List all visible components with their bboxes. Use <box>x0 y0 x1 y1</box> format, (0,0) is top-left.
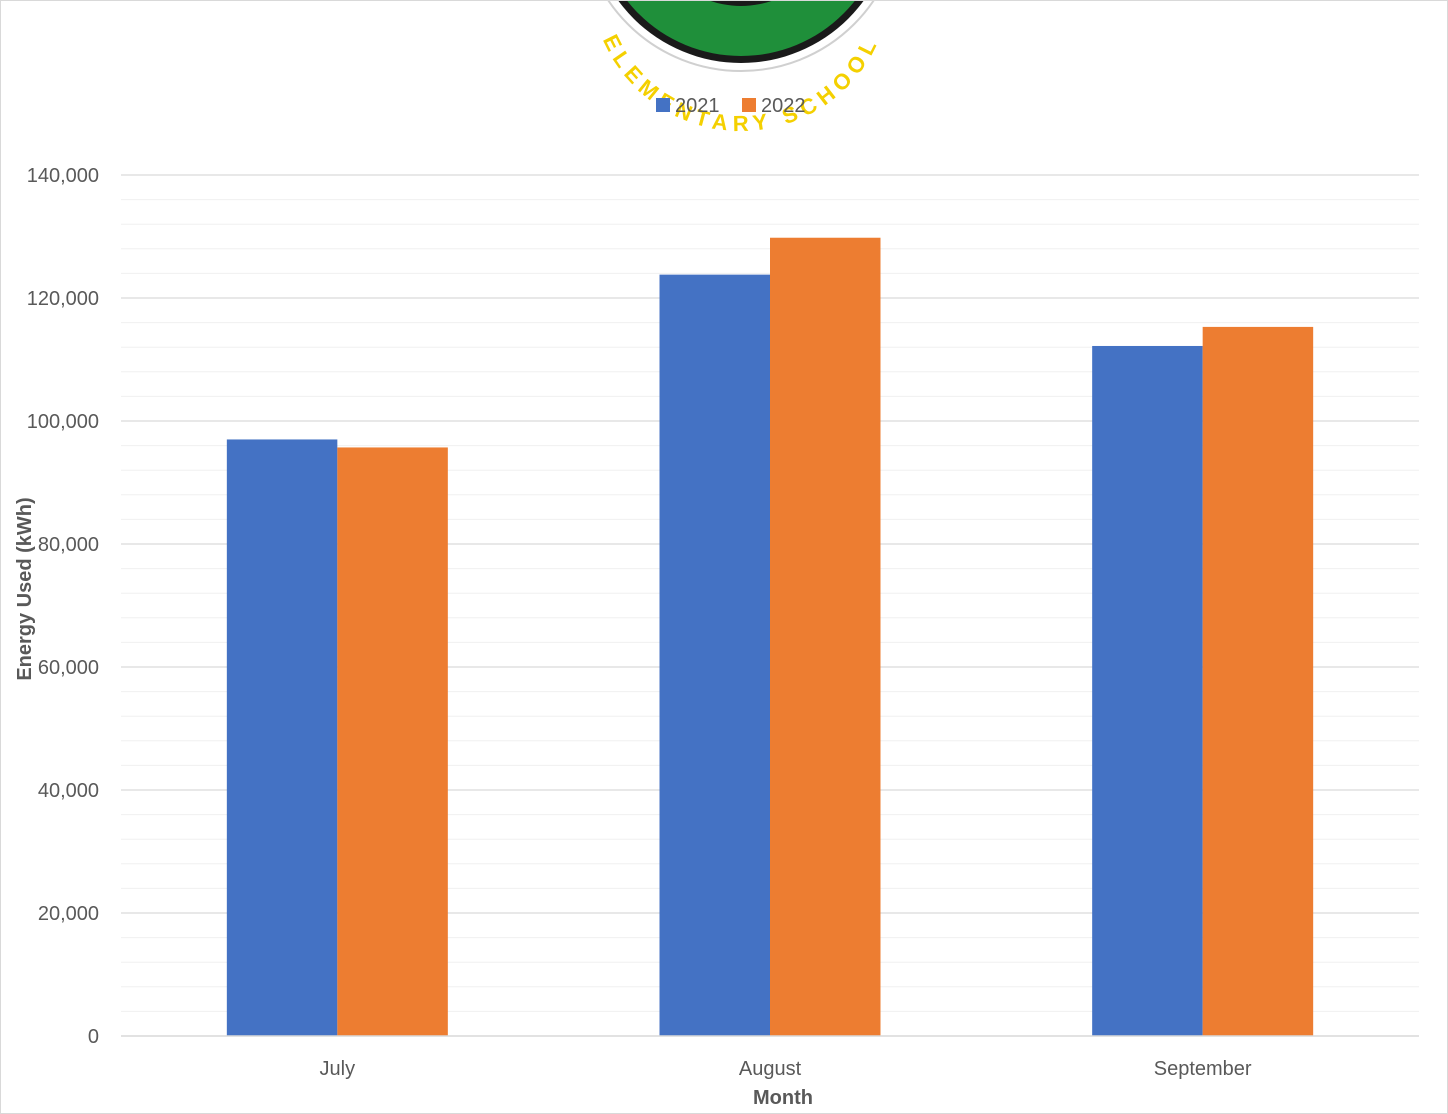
y-tick-label: 140,000 <box>27 165 99 187</box>
y-tick-label: 20,000 <box>38 903 99 925</box>
bar-2021-september <box>1092 345 1203 1037</box>
seal-inner-ring <box>710 1 772 6</box>
school-seal-logo: ELEMENTARY SCHOOL <box>598 1 878 136</box>
chart-legend: 2021 2022 <box>656 95 806 117</box>
y-axis-title: Energy Used (kWh) <box>14 497 36 680</box>
y-tick-label: 0 <box>88 1026 99 1048</box>
bar-2021-august <box>659 274 770 1036</box>
y-tick-label: 120,000 <box>27 288 99 310</box>
legend-label-2022: 2022 <box>761 95 806 117</box>
legend-swatch-2021 <box>656 98 670 112</box>
y-tick-label: 80,000 <box>38 534 99 556</box>
y-tick-label: 60,000 <box>38 657 99 679</box>
legend-swatch-2022 <box>742 98 756 112</box>
bar-2022-september <box>1202 326 1314 1036</box>
x-tick-label: July <box>320 1058 356 1080</box>
x-axis-title: Month <box>753 1087 813 1109</box>
y-axis-tick-labels: 0 20,000 40,000 60,000 80,000 100,000 120,000 1… <box>27 165 99 1048</box>
legend-label-2021: 2021 <box>675 95 720 117</box>
y-tick-label: 40,000 <box>38 780 99 802</box>
bar-2021-july <box>226 439 338 1036</box>
x-axis-tick-labels: July August September <box>320 1058 1252 1080</box>
bar-2022-august <box>770 237 881 1037</box>
seal-green-field <box>627 1 855 56</box>
bar-2022-july <box>337 447 448 1036</box>
x-tick-label: September <box>1154 1058 1252 1080</box>
y-tick-label: 100,000 <box>27 411 99 433</box>
x-tick-label: August <box>739 1058 802 1080</box>
bars <box>226 237 1314 1037</box>
